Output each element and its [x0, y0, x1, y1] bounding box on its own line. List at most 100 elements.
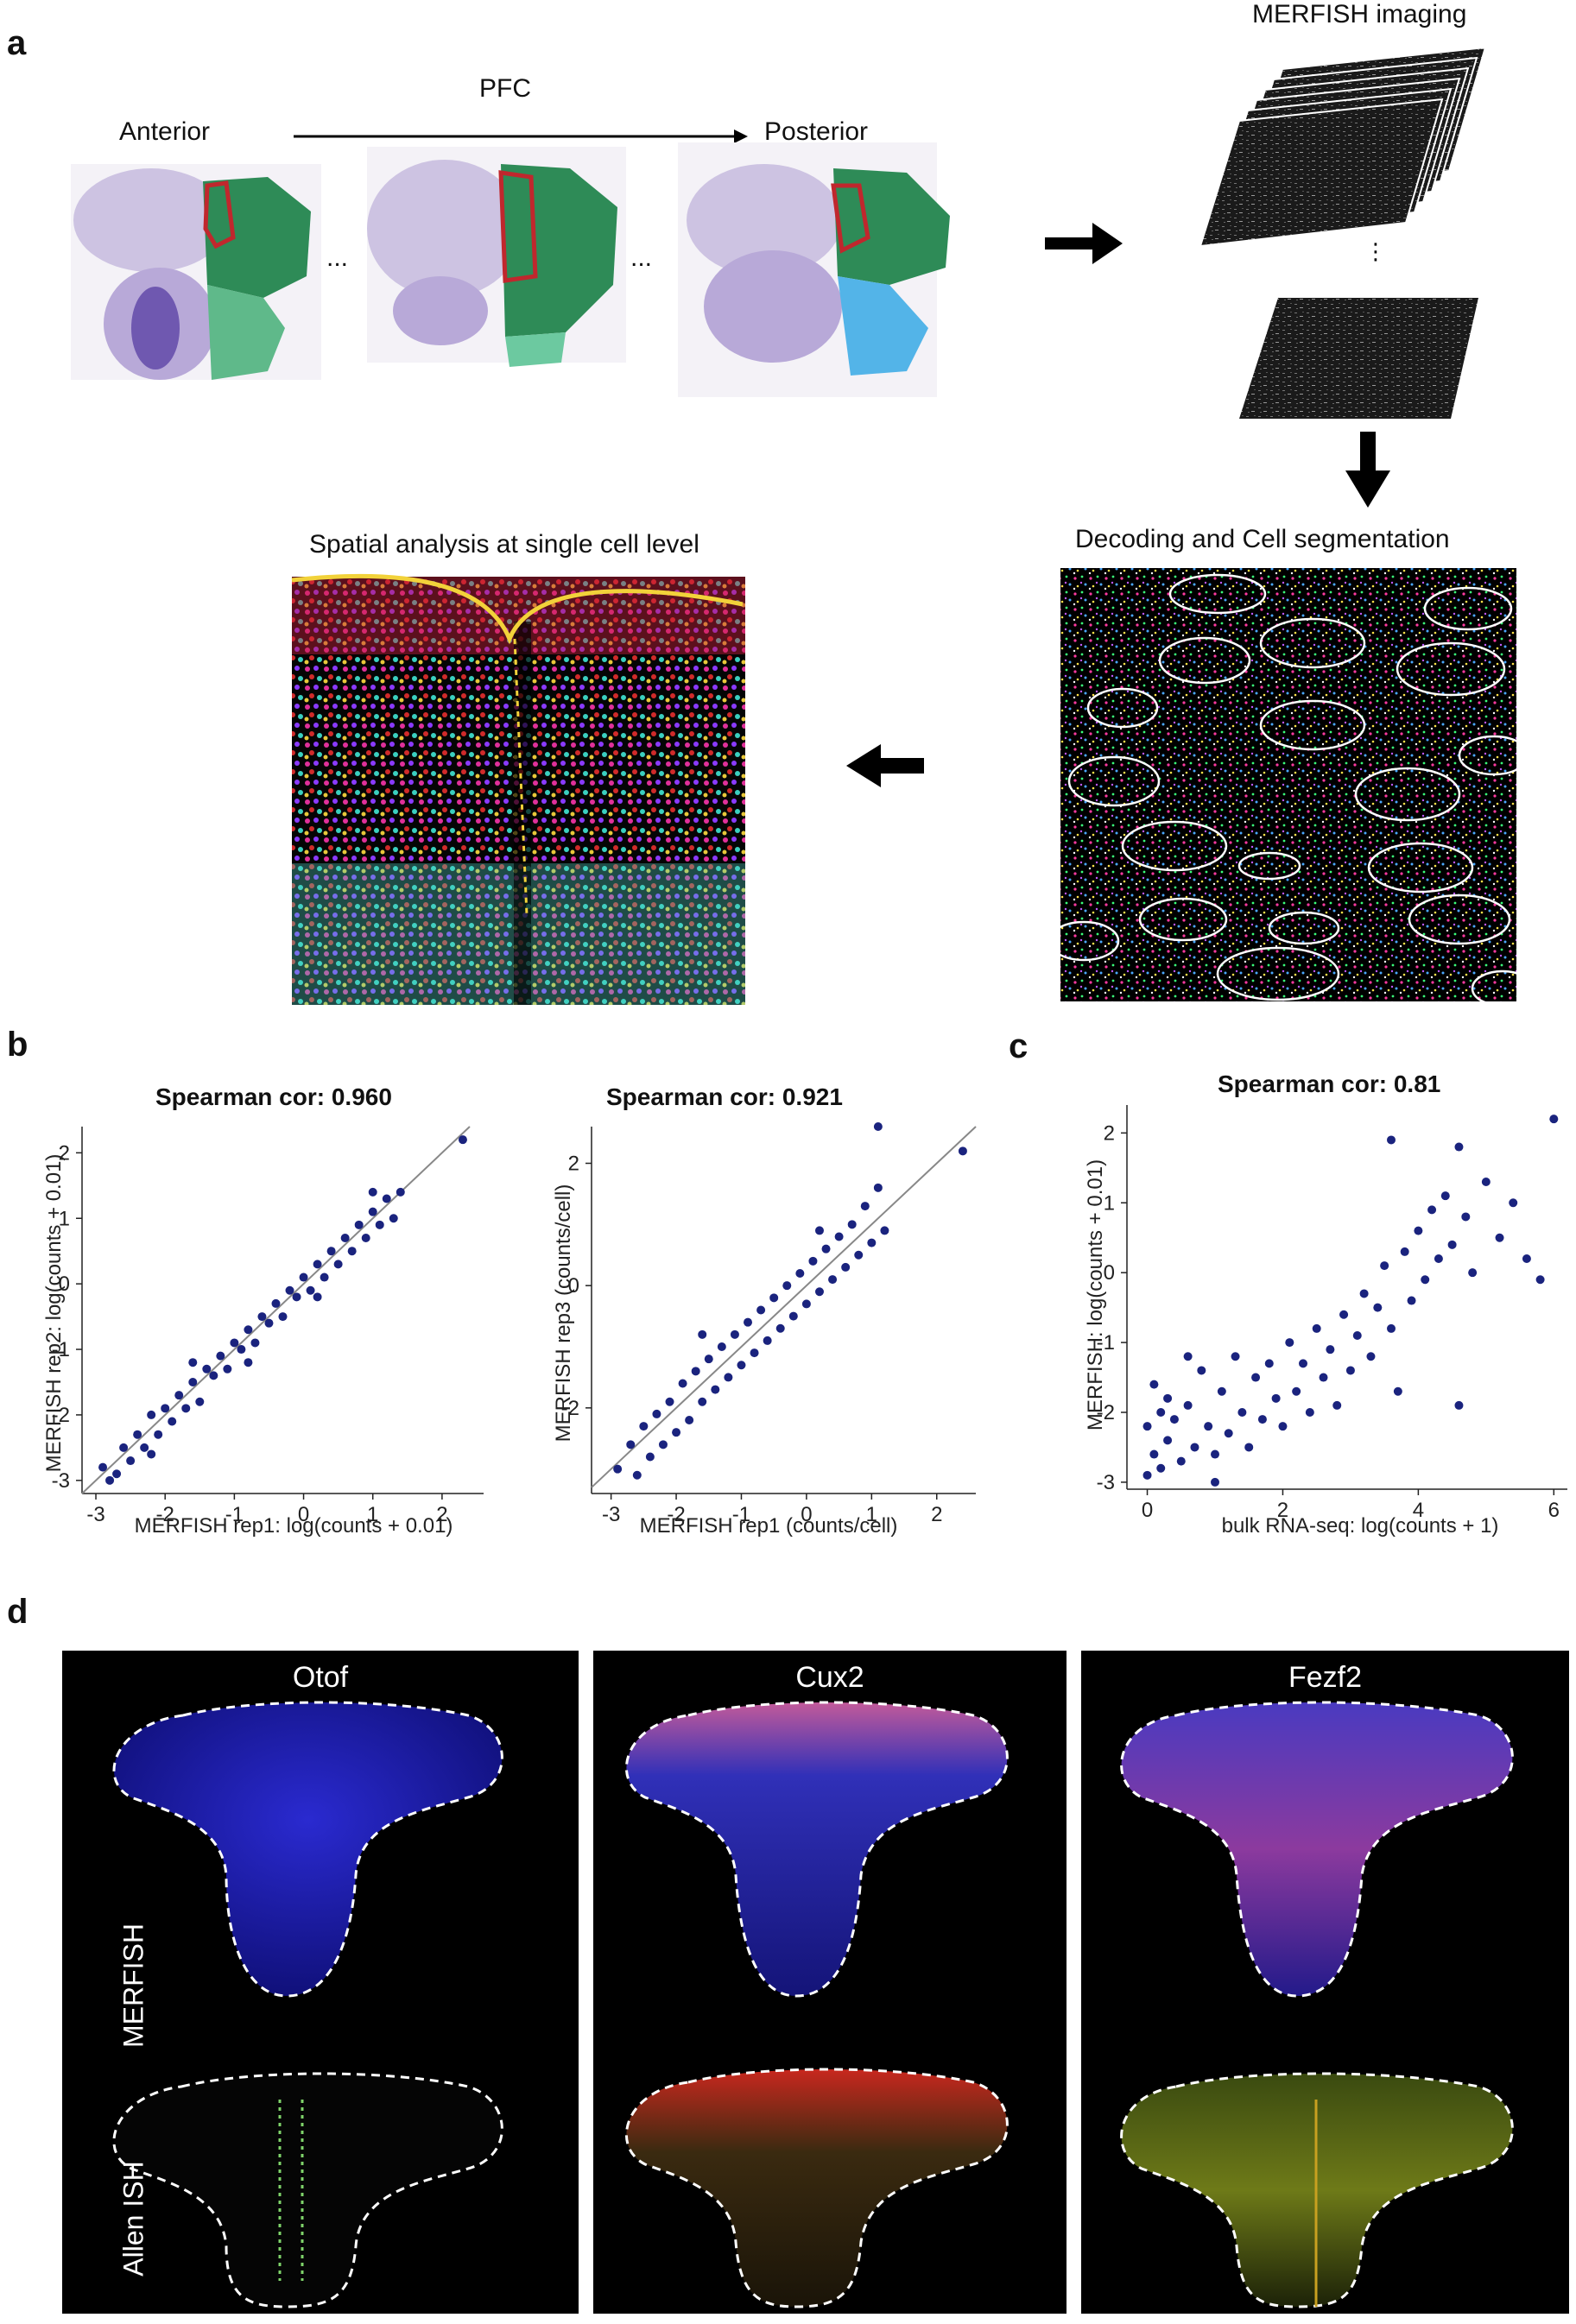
chart-c-y-tick-label: -1: [1097, 1331, 1115, 1355]
chart-b-right-x-tick-label: -3: [602, 1503, 620, 1526]
chart-b-right-point: [873, 1183, 883, 1192]
chart-c-point: [1535, 1275, 1545, 1285]
chart-c-point: [1447, 1240, 1457, 1249]
chart-c-point: [1142, 1422, 1152, 1431]
chart-c-point: [1231, 1352, 1240, 1361]
chart-b-left-point: [354, 1220, 364, 1229]
chart-c-point: [1183, 1352, 1193, 1361]
chart-c-point: [1244, 1443, 1254, 1452]
panel-d-fezf2: Fezf2: [1081, 1651, 1569, 2314]
chart-c-point: [1454, 1400, 1464, 1410]
chart-b-left-y-tick-label: -2: [52, 1404, 70, 1427]
chart-c-point: [1339, 1310, 1349, 1319]
chart-b-right-x-tick-label: -1: [732, 1503, 750, 1526]
chart-c-point: [1407, 1296, 1416, 1305]
chart-c-point: [1278, 1422, 1288, 1431]
chart-b-left-point: [188, 1377, 198, 1386]
chart-c-point: [1264, 1359, 1274, 1368]
chart-b-left-point: [333, 1260, 343, 1269]
chart-b-left-point: [250, 1338, 260, 1348]
chart-c-y-tick-label: -2: [1097, 1401, 1115, 1424]
chart-b-left-point: [181, 1404, 191, 1413]
chart-c-point: [1481, 1178, 1491, 1186]
chart-b-right-point: [756, 1305, 766, 1315]
chart-b-right-point: [801, 1299, 811, 1309]
chart-c-point: [1312, 1323, 1321, 1333]
chart-b-right-y-tick-label: 2: [568, 1153, 579, 1176]
gene-name-cux2: Cux2: [795, 1661, 864, 1694]
chart-c-point: [1345, 1366, 1355, 1375]
chart-b-left-reference-line: [81, 1126, 471, 1494]
chart-c-point: [1149, 1380, 1159, 1389]
chart-c-point: [1509, 1198, 1518, 1208]
chart-c: 0 2 4 6 -3 -2 -1 0 1 2 bulk RNA-seq: log(counts +…: [1084, 1105, 1567, 1538]
chart-c-point: [1387, 1323, 1396, 1333]
chart-b-left-point: [105, 1475, 115, 1485]
chart-b-right-point: [698, 1329, 707, 1339]
chart-b-right-point: [847, 1220, 857, 1229]
chart-b-left-point: [278, 1312, 288, 1322]
chart-c-x-tick-label: 0: [1142, 1499, 1153, 1522]
chart-c-point: [1292, 1386, 1301, 1396]
chart-b-right-point: [867, 1238, 877, 1247]
chart-b-right-point: [814, 1226, 824, 1235]
chart-b-right-point: [724, 1373, 733, 1382]
chart-c-point: [1271, 1393, 1281, 1403]
row-label-allen-ish: Allen ISH: [117, 2161, 149, 2277]
chart-b-left-point: [257, 1312, 267, 1322]
chart-b-left-ylabel: MERFISH rep2: log(counts + 0.01): [42, 1154, 66, 1473]
chart-b-left-point: [326, 1247, 336, 1256]
chart-c-title: Spearman cor: 0.81: [1218, 1070, 1441, 1097]
chart-b-right-point: [737, 1361, 746, 1370]
chart-b-right-point: [626, 1440, 636, 1449]
chart-c-point: [1251, 1373, 1261, 1382]
merfish-imaging-label: MERFISH imaging: [1252, 0, 1467, 28]
chart-b-right-x-tick-label: 2: [931, 1503, 942, 1526]
chart-c-point: [1257, 1415, 1267, 1424]
gene-name-otof: Otof: [292, 1661, 349, 1694]
panel-a-letter: a: [7, 24, 27, 62]
chart-b-left-point: [147, 1449, 156, 1459]
chart-b-left-point: [112, 1469, 122, 1479]
chart-b-left-point: [244, 1358, 253, 1367]
chart-c-point: [1204, 1422, 1213, 1431]
chart-c-point: [1237, 1408, 1247, 1417]
row-label-merfish-wrap: MERFISH: [108, 1908, 160, 2063]
chart-b-left-y-tick-label: 1: [59, 1207, 70, 1230]
chart-c-point: [1299, 1359, 1307, 1368]
chart-b-right-point: [814, 1287, 824, 1297]
chart-b-right-xlabel: MERFISH rep1 (counts/cell): [640, 1514, 898, 1538]
merfish-image-stack: ⋮: [1199, 46, 1487, 419]
chart-c-point: [1440, 1191, 1450, 1201]
chart-c-xlabel: bulk RNA-seq: log(counts + 1): [1222, 1514, 1499, 1538]
chart-b-left-point: [209, 1371, 218, 1380]
chart-c-x-tick-label: 4: [1413, 1499, 1424, 1522]
otof-sections: [112, 1701, 503, 2308]
chart-b-right-point: [672, 1428, 681, 1437]
chart-c-point: [1387, 1135, 1396, 1145]
chart-b-left-point: [237, 1345, 246, 1355]
row-label-allen-ish-wrap: Allen ISH: [108, 2124, 160, 2314]
chart-b-left-point: [202, 1364, 212, 1374]
chart-b-left-point: [389, 1214, 398, 1223]
chart-b-right-reference-line: [591, 1126, 977, 1488]
chart-c-point: [1522, 1254, 1531, 1263]
chart-c-y-tick-label: 0: [1104, 1261, 1115, 1285]
chart-b-right-point: [763, 1336, 772, 1345]
chart-b-left-point: [368, 1207, 377, 1216]
svg-text:⋮: ⋮: [1364, 238, 1387, 264]
chart-c-point: [1421, 1275, 1430, 1285]
chart-b-left-y-tick-label: -1: [52, 1338, 70, 1361]
chart-c-point: [1461, 1212, 1471, 1222]
chart-b-right-ylabel: MERFISH rep3 (counts/cell): [552, 1184, 575, 1443]
chart-c-point: [1434, 1254, 1443, 1263]
chart-b-right-point: [873, 1122, 883, 1131]
chart-b-left-point: [230, 1338, 239, 1348]
chart-b-left-x-tick-label: -3: [86, 1503, 104, 1526]
chart-b-right-point: [613, 1464, 623, 1474]
chart-b-left-point: [188, 1358, 198, 1367]
gene-name-fezf2: Fezf2: [1288, 1661, 1363, 1694]
chart-b-left: -3 -2 -1 0 1 2 -3 -2 -1 0 1 2 MERFISH rep1: log(cou…: [42, 1126, 484, 1538]
chart-c-point: [1156, 1463, 1166, 1473]
chart-b-right-point: [788, 1311, 798, 1321]
